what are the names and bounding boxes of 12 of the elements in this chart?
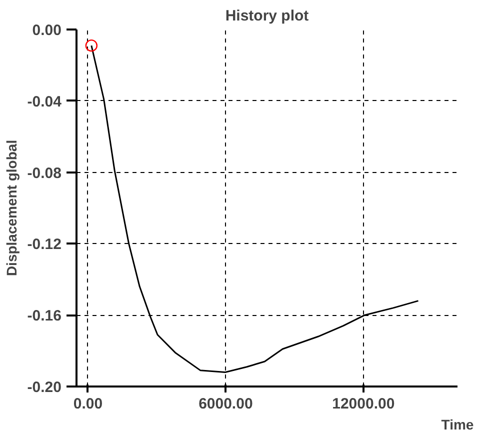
x-tick-label: 6000.00 [198, 396, 253, 412]
y-axis-title: Displacement global [3, 140, 20, 276]
y-tick-label: -0.08 [27, 164, 62, 182]
x-tick-label: 0.00 [73, 396, 103, 412]
chart-title: History plot [225, 8, 309, 24]
y-tick-label: -0.12 [27, 236, 62, 254]
y-tick-label: -0.04 [27, 93, 62, 110]
y-tick-label: -0.16 [27, 308, 62, 325]
y-tick-label: 0.00 [32, 22, 62, 39]
y-tick-label: -0.20 [27, 379, 62, 396]
x-axis-title: Time [441, 416, 474, 432]
x-tick-label: 12000.00 [332, 396, 395, 412]
